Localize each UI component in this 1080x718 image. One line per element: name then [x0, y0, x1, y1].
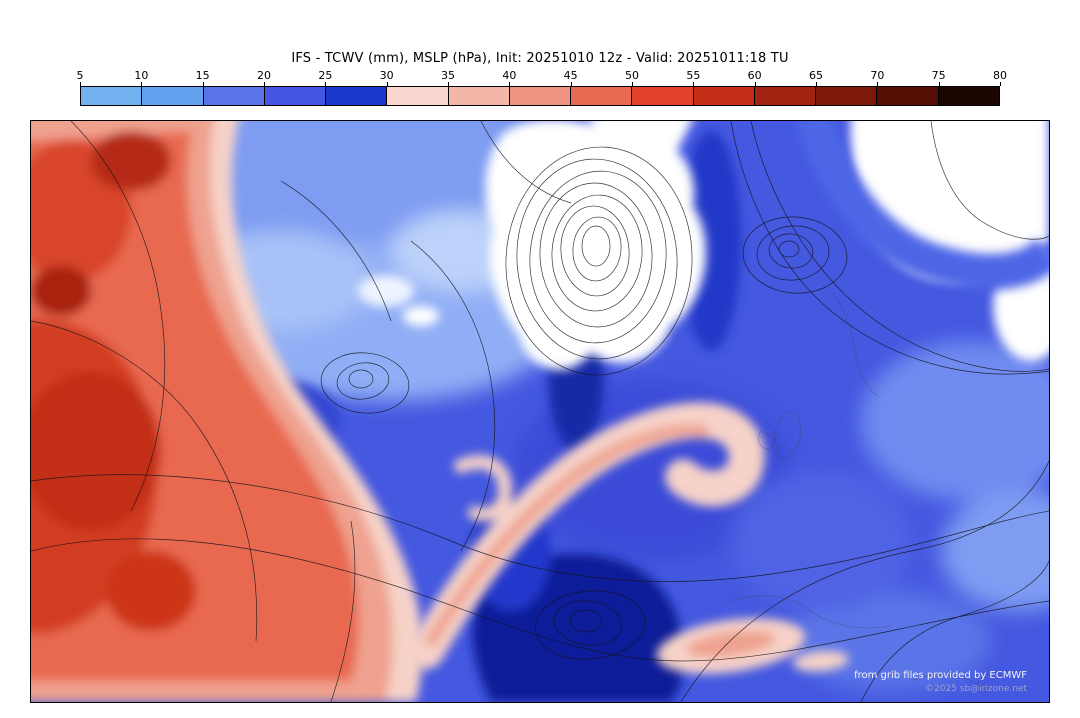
- colorbar-tick-label: 15: [195, 69, 210, 82]
- attribution-source: from grib files provided by ECMWF: [854, 669, 1027, 681]
- colorbar-tickmark: [1000, 82, 1001, 86]
- colorbar-tickmark: [938, 82, 940, 86]
- colorbar-segment: [816, 87, 878, 105]
- colorbar-segment: [509, 87, 572, 105]
- colorbar-tickmark: [754, 82, 756, 86]
- colorbar-tickmark: [386, 82, 388, 86]
- colorbar-tick-label: 55: [686, 69, 701, 82]
- colorbar-segment: [142, 87, 204, 105]
- colorbar-segment: [632, 87, 694, 105]
- attribution: from grib files provided by ECMWF ©2025 …: [854, 668, 1027, 697]
- colorbar-segment: [693, 87, 755, 105]
- figure-title: IFS - TCWV (mm), MSLP (hPa), Init: 20251…: [291, 51, 789, 66]
- attribution-copyright: ©2025 sb@irizone.net: [925, 683, 1027, 694]
- mslp-contours-layer: [31, 121, 1049, 702]
- colorbar-tick-label: 75: [931, 69, 946, 82]
- map-canvas: from grib files provided by ECMWF ©2025 …: [30, 120, 1050, 703]
- colorbar-tick-label: 5: [76, 69, 84, 82]
- colorbar-segment: [203, 87, 265, 105]
- colorbar-segment: [387, 87, 449, 105]
- colorbar-segment: [448, 87, 510, 105]
- colorbar-ticks: 5 10 15 20 25 30 35 40 45 50 55 60 65 70 75 80: [76, 69, 1008, 82]
- colorbar-tick-label: 25: [318, 69, 333, 82]
- colorbar-tickmark: [141, 82, 143, 86]
- coastlines-layer: [730, 290, 982, 687]
- tcwv-shading-layer: [31, 121, 1049, 702]
- colorbar-tick-label: 65: [809, 69, 823, 82]
- colorbar-segment: [877, 87, 939, 105]
- weather-map-svg: [31, 121, 1049, 702]
- colorbar-tickmark: [325, 82, 327, 86]
- colorbar-segment: [264, 87, 327, 105]
- colorbar-segment: [571, 87, 633, 105]
- colorbar-tickmark: [632, 82, 633, 86]
- colorbar-tickmark: [570, 82, 572, 86]
- colorbar-segment: [754, 87, 817, 105]
- colorbar-tickmarks: [80, 82, 1001, 86]
- colorbar-tickmark: [448, 82, 449, 86]
- colorbar-tick-label: 20: [257, 69, 271, 82]
- colorbar-bar: [80, 86, 1000, 106]
- colorbar-segment: [938, 87, 999, 105]
- colorbar-tickmark: [693, 82, 695, 86]
- colorbar-segment: [326, 87, 388, 105]
- colorbar: 5 10 15 20 25 30 35 40 45 50 55 60 65 70 75 80: [76, 69, 1008, 106]
- colorbar-tickmark: [877, 82, 879, 86]
- colorbar-tick-label: 70: [870, 69, 885, 82]
- colorbar-tick-label: 80: [993, 69, 1007, 82]
- colorbar-tickmark: [816, 82, 817, 86]
- colorbar-tickmark: [264, 82, 265, 86]
- colorbar-tick-label: 10: [134, 69, 149, 82]
- colorbar-tick-label: 30: [379, 69, 394, 82]
- colorbar-tick-label: 40: [502, 69, 517, 82]
- colorbar-tick-label: 35: [441, 69, 455, 82]
- colorbar-tickmark: [509, 82, 511, 86]
- colorbar-tick-label: 50: [625, 69, 639, 82]
- colorbar-tickmark: [80, 82, 81, 86]
- colorbar-tick-label: 60: [747, 69, 762, 82]
- colorbar-tickmark: [202, 82, 204, 86]
- colorbar-segment: [81, 87, 143, 105]
- colorbar-tick-label: 45: [563, 69, 578, 82]
